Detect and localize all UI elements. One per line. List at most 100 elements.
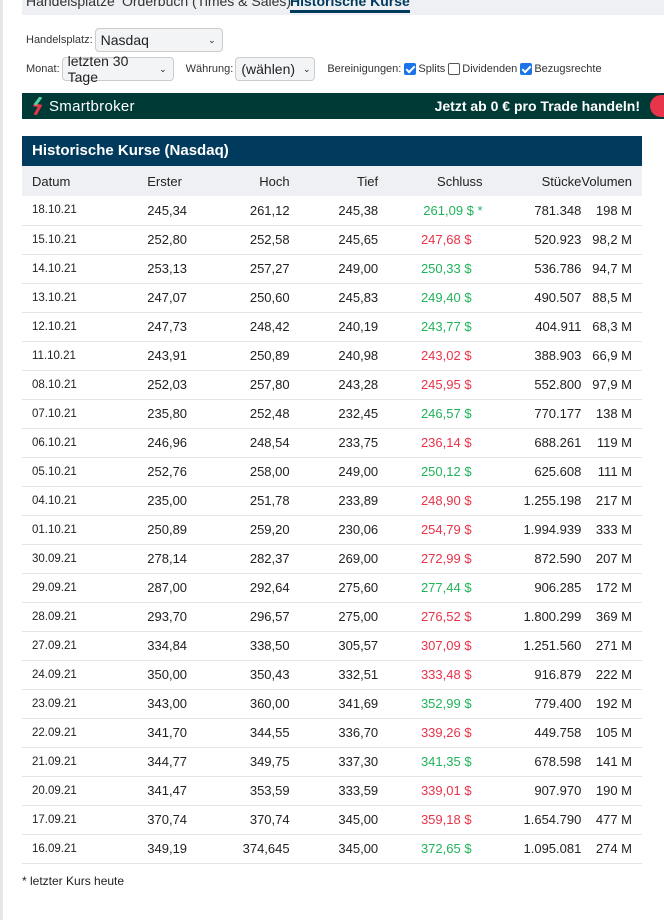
table-row: 28.09.21 293,70 296,57 275,00 276,52 $1.800.… [22,602,642,632]
cell-erster: 245,34 [101,196,201,226]
cell-erster: 253,13 [101,254,201,284]
tab-handelsplaetze[interactable]: Handelsplätze [26,0,115,9]
cell-hoch: 252,48 [200,399,290,429]
cell-datum: 29.09.21 [22,573,102,603]
monat-label: Monat: [26,63,60,75]
table-row: 24.09.21 350,00 350,43 332,51 333,48 $916.87… [22,660,642,690]
cell-stuecke: 520.923 [482,225,582,255]
cell-schluss: 236,14 $ [378,428,483,458]
cell-datum: 06.10.21 [22,428,102,458]
tab-orderbuch[interactable]: Orderbuch (Times & Sales) [122,0,292,9]
cell-hoch: 296,57 [200,602,290,632]
handelsplatz-value: Nasdaq [100,32,149,48]
cell-datum: 15.10.21 [22,225,102,255]
cell-hoch: 250,60 [200,283,290,313]
cell-stuecke: 781.348 [482,196,582,226]
cell-hoch: 350,43 [200,660,290,690]
cell-stuecke: 625.608 [482,457,582,487]
table-row: 18.10.21 245,34 261,12 245,38 261,09 $ * 781.… [22,196,642,226]
handelsplatz-filter: Handelsplatz: Nasdaq ⌄ [26,28,223,52]
tab-bar: Handelsplätze Orderbuch (Times & Sales) … [22,0,664,15]
cell-tief: 240,19 [289,312,379,342]
cell-erster: 252,03 [101,370,201,400]
cell-hoch: 261,12 [200,196,290,226]
table-row: 22.09.21 341,70 344,55 336,70 339,26 $449.75… [22,718,642,748]
table-row: 07.10.21 235,80 252,48 232,45 246,57 $770.17… [22,399,642,429]
cell-datum: 14.10.21 [22,254,102,284]
table-row: 14.10.21 253,13 257,27 249,00 250,33 $536.78… [22,254,642,284]
chevron-down-icon: ⌄ [159,63,167,74]
cell-stuecke: 1.251.560 [482,631,582,661]
dividenden-checkbox[interactable] [448,63,461,75]
cell-tief: 233,75 [289,428,379,458]
cell-volumen: 119 M [581,428,642,458]
cell-volumen: 68,3 M [581,312,642,342]
cell-tief: 269,00 [289,544,379,574]
column-header-hoch[interactable]: Hoch [200,166,290,196]
splits-checkbox[interactable] [404,63,417,75]
monat-select[interactable]: letzten 30 Tage ⌄ [61,53,174,85]
column-header-datum[interactable]: Datum [22,166,102,196]
cell-hoch: 370,74 [200,805,290,835]
cell-erster: 334,84 [101,631,201,661]
cell-volumen: 271 M [581,631,642,661]
cell-stuecke: 907.970 [482,776,582,806]
handelsplatz-select[interactable]: Nasdaq ⌄ [94,28,223,52]
column-header-tief[interactable]: Tief [289,166,379,196]
cell-tief: 332,51 [289,660,379,690]
banner-cta-button[interactable] [650,95,664,117]
cell-schluss: 245,95 $ [378,370,483,400]
cell-schluss: 359,18 $ [378,805,483,835]
cell-schluss: 341,35 $ [378,747,483,777]
smartbroker-ad-banner[interactable]: Smartbroker Jetzt ab 0 € pro Trade hande… [22,93,664,119]
column-header-schluss[interactable]: Schluss [378,166,483,196]
cell-volumen: 477 M [581,805,642,835]
cell-volumen: 141 M [581,747,642,777]
banner-cta-text: Jetzt ab 0 € pro Trade handeln! [434,98,640,114]
cell-schluss: 243,02 $ [378,341,483,371]
waehrung-select[interactable]: (wählen) ⌄ [235,57,316,81]
cell-erster: 246,96 [101,428,201,458]
cell-erster: 235,80 [101,399,201,429]
handelsplatz-label: Handelsplatz: [26,34,93,46]
cell-hoch: 292,64 [200,573,290,603]
column-header-volumen[interactable]: Volumen [581,166,642,196]
cell-volumen: 217 M [581,486,642,516]
column-header-stücke[interactable]: Stücke [482,166,582,196]
cell-volumen: 94,7 M [581,254,642,284]
cell-datum: 05.10.21 [22,457,102,487]
table-row: 23.09.21 343,00 360,00 341,69 352,99 $779.40… [22,689,642,719]
waehrung-value: (wählen) [241,61,296,77]
cell-datum: 20.09.21 [22,776,102,806]
cell-erster: 278,14 [101,544,201,574]
cell-schluss: 339,26 $ [378,718,483,748]
cell-schluss: 246,57 $ [378,399,483,429]
cell-tief: 240,98 [289,341,379,371]
cell-volumen: 111 M [581,457,642,487]
cell-volumen: 192 M [581,689,642,719]
cell-hoch: 360,00 [200,689,290,719]
cell-stuecke: 388.903 [482,341,582,371]
cell-stuecke: 490.507 [482,283,582,313]
cell-datum: 07.10.21 [22,399,102,429]
cell-tief: 230,06 [289,515,379,545]
cell-erster: 247,73 [101,312,201,342]
cell-erster: 370,74 [101,805,201,835]
cell-datum: 16.09.21 [22,834,102,864]
tab-historische-kurse[interactable]: Historische Kurse [290,0,410,13]
cell-stuecke: 1.800.299 [482,602,582,632]
cell-volumen: 207 M [581,544,642,574]
bezugsrechte-checkbox[interactable] [520,63,533,75]
table-row: 04.10.21 235,00 251,78 233,89 248,90 $1.255.… [22,486,642,516]
cell-volumen: 66,9 M [581,341,642,371]
cell-stuecke: 906.285 [482,573,582,603]
cell-hoch: 257,80 [200,370,290,400]
cell-erster: 341,47 [101,776,201,806]
cell-hoch: 259,20 [200,515,290,545]
cell-schluss: 250,12 $ [378,457,483,487]
column-header-erster[interactable]: Erster [101,166,201,196]
cell-schluss: 277,44 $ [378,573,483,603]
cell-erster: 344,77 [101,747,201,777]
cell-tief: 305,57 [289,631,379,661]
cell-datum: 21.09.21 [22,747,102,777]
